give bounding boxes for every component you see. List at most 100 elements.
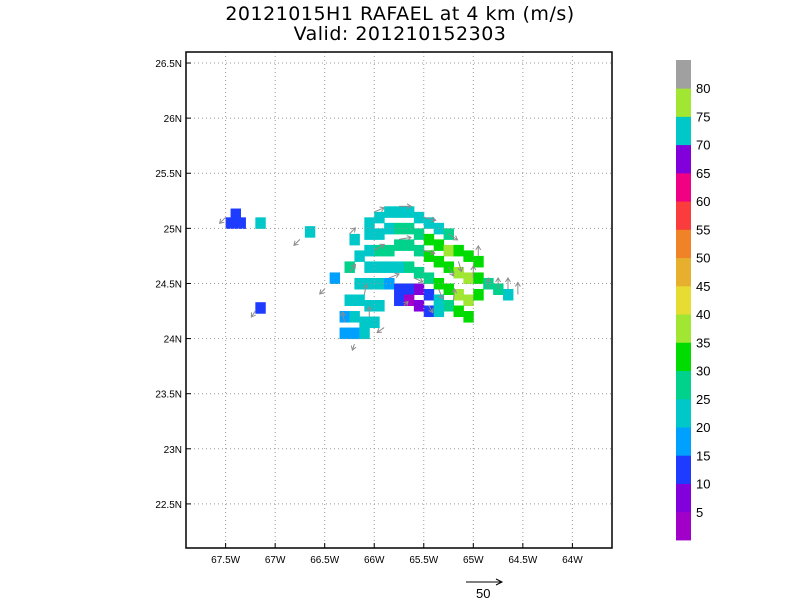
colorbar-label: 65: [696, 166, 710, 181]
wind-vector: [485, 277, 492, 289]
wind-speed-cell: [364, 300, 375, 312]
wind-speed-cell: [235, 217, 246, 229]
wind-vector: [514, 281, 521, 295]
axis-ticks: 67.5W 67W 66.5W 66W 65.5W 65W 64.5W 64W 22.5N 23N…: [155, 59, 583, 566]
x-tick-label: 65W: [463, 555, 484, 566]
map-frame: [185, 51, 613, 549]
wind-speed-cell: [329, 272, 341, 284]
wind-speed-cell: [423, 305, 435, 318]
colorbar-band: [676, 60, 691, 89]
wind-vector: [505, 277, 511, 289]
wind-speed-cell: [433, 255, 445, 268]
wind-speed-cell: [339, 327, 350, 340]
colorbar-label: 75: [696, 109, 710, 124]
wind-vector: [413, 277, 424, 284]
colorbar-label: 20: [696, 420, 710, 435]
wind-speed-cell: [403, 222, 415, 235]
x-tick-label: 65.5W: [409, 555, 438, 566]
colorbar-label: 30: [696, 364, 710, 379]
wind-speed-cell: [255, 217, 266, 229]
y-tick-label: 22.5N: [155, 500, 182, 511]
colorbar-band: [676, 144, 691, 174]
wind-speed-cell: [364, 244, 375, 257]
wind-speed-cell: [374, 300, 385, 312]
colorbar-band: [676, 370, 691, 400]
colorbar-band: [676, 314, 691, 343]
wind-speed-cell: [413, 283, 425, 295]
x-tick-label: 66.5W: [310, 555, 339, 566]
colorbar-band: [676, 201, 691, 230]
wind-vector: [373, 243, 386, 251]
wind-speed-cell: [374, 211, 385, 224]
wind-vector: [428, 305, 434, 314]
wind-speed-cell: [374, 228, 385, 240]
wind-speed-cell: [443, 300, 454, 312]
wind-speed-cell: [230, 208, 241, 221]
colorbar-label: 10: [696, 477, 710, 492]
x-tick-label: 67W: [265, 555, 286, 566]
wind-speed-cell: [473, 272, 484, 284]
wind-speed-cell: [463, 294, 474, 307]
wind-speed-cell: [374, 261, 385, 273]
wind-speed-cell: [384, 244, 395, 257]
wind-speed-cell: [403, 239, 415, 251]
wind-vector: [495, 277, 501, 289]
wind-vector: [457, 261, 464, 273]
wind-speed-cell: [255, 302, 266, 314]
colorbar-band: [676, 398, 691, 428]
wind-speed-cell: [384, 206, 395, 218]
x-tick-label: 64W: [562, 555, 583, 566]
wind-speed-cell: [394, 283, 405, 295]
wind-speed-cell: [359, 316, 370, 329]
map-subtitle: Valid: 201210152303: [293, 23, 507, 45]
wind-speed-cell: [423, 233, 435, 246]
wind-speed-cell: [433, 239, 445, 251]
wind-speed-cell: [394, 206, 405, 218]
wind-vector: [388, 272, 400, 279]
wind-vector: [438, 288, 444, 300]
colorbar-band: [676, 116, 691, 146]
wind-speed-cell: [225, 217, 237, 229]
wind-vector: [376, 327, 385, 334]
x-tick-label: 64.5W: [508, 555, 537, 566]
y-tick-label: 26.5N: [155, 59, 182, 70]
colorbar-band: [676, 342, 691, 371]
wind-speed-cell: [384, 277, 395, 290]
wind-speed-cell: [304, 226, 316, 238]
colorbar-label: 5: [696, 505, 703, 520]
wind-speed-cell: [354, 277, 365, 290]
wind-speed-cell: [413, 300, 425, 312]
wind-speed-cell: [413, 228, 425, 240]
wind-speed-cell: [349, 233, 360, 246]
wind-speed-cell: [374, 277, 385, 290]
wind-speed-cell: [394, 261, 405, 273]
wind-speed-cell: [423, 272, 435, 284]
colorbar-label: 35: [696, 335, 710, 350]
colorbar-band: [676, 427, 691, 456]
wind-vector: [374, 206, 386, 213]
wind-speed-cell: [473, 288, 484, 301]
wind-speed-cell: [349, 327, 360, 340]
colorbar-label: 45: [696, 279, 710, 294]
wind-vector: [350, 343, 357, 351]
colorbar-band: [676, 455, 691, 484]
wind-speed-cell: [493, 283, 504, 295]
y-tick-label: 26N: [164, 114, 182, 125]
wind-vector: [398, 235, 412, 241]
colorbar-label: 70: [696, 138, 710, 153]
reference-vector-arrowhead: [495, 578, 504, 586]
wind-vector: [349, 263, 357, 273]
wind-speed-cell: [403, 206, 415, 218]
wind-speed-cell: [433, 294, 445, 307]
x-tick-label: 67.5W: [211, 555, 240, 566]
map-grid: [186, 52, 612, 548]
wind-speed-cell: [463, 250, 474, 262]
wind-vector: [399, 203, 412, 210]
wind-speed-cell: [354, 250, 365, 262]
wind-speed-cells: [225, 206, 514, 340]
wind-vector: [319, 288, 326, 295]
colorbar-band: [676, 172, 691, 202]
wind-vector: [423, 216, 437, 223]
colorbar-band: [676, 511, 691, 541]
